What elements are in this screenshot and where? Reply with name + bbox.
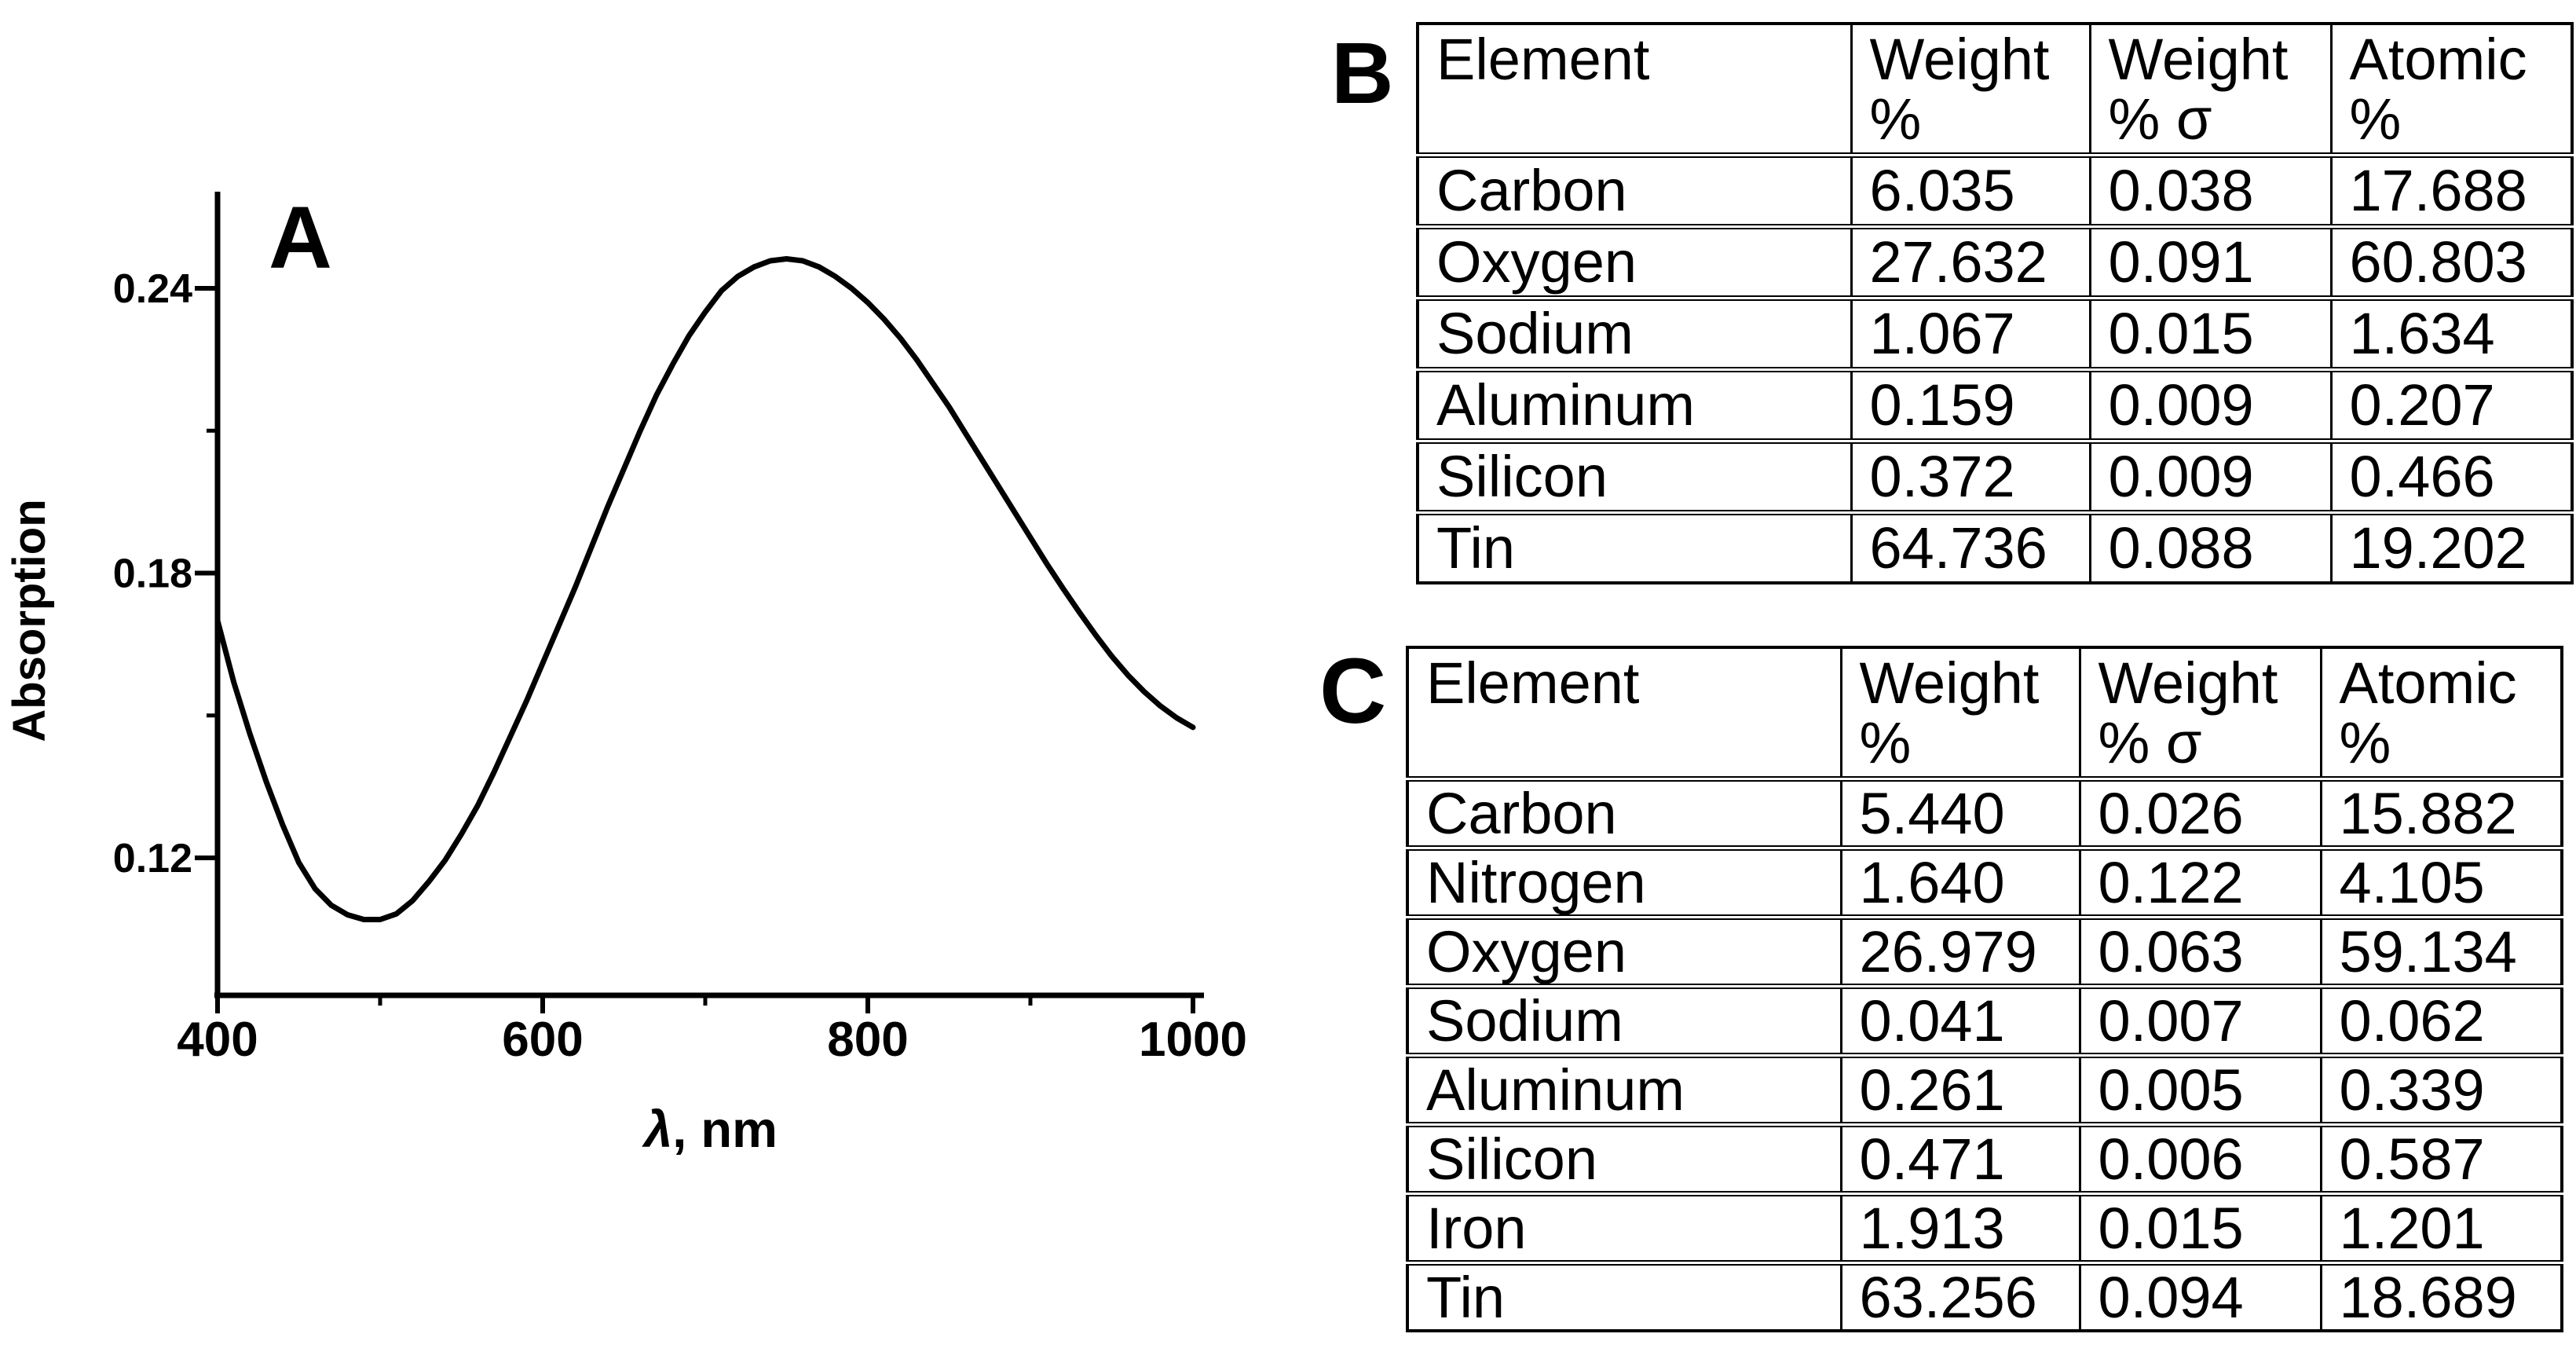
table-cell: Iron	[1406, 1193, 1842, 1266]
table-row: Sodium 0.041 0.007 0.062	[1406, 985, 2563, 1058]
table-cell: Oxygen	[1406, 916, 1842, 989]
table-cell: Aluminum	[1406, 1054, 1842, 1127]
eds-table-b: Element Weight % Weight % σ Atomic % Carbon 6…	[1416, 22, 2574, 584]
table-cell: 0.041	[1839, 985, 2081, 1058]
column-header: Element	[1416, 22, 1853, 158]
table-cell: 0.009	[2088, 368, 2333, 444]
table-row: Aluminum 0.261 0.005 0.339	[1406, 1054, 2563, 1127]
table-cell: 1.634	[2329, 297, 2574, 372]
table-cell: 5.440	[1839, 778, 2081, 851]
table-cell: Carbon	[1406, 778, 1842, 851]
table-row: Oxygen 26.979 0.063 59.134	[1406, 916, 2563, 989]
table-cell: 0.026	[2078, 778, 2322, 851]
table-cell: 64.736	[1850, 511, 2091, 584]
table-row: Iron 1.913 0.015 1.201	[1406, 1193, 2563, 1266]
table-cell: Oxygen	[1416, 225, 1853, 301]
panel-a-label: A	[269, 189, 332, 287]
table-cell: 18.689	[2319, 1262, 2563, 1332]
table-cell: 1.640	[1839, 847, 2081, 920]
table-cell: Sodium	[1406, 985, 1842, 1058]
table-cell: 0.038	[2088, 154, 2333, 229]
table-row: Tin 64.736 0.088 19.202	[1416, 511, 2574, 584]
x-axis-label: λ, nm	[642, 1101, 778, 1158]
column-header: Atomic %	[2319, 646, 2563, 782]
panel-b-label: B	[1331, 25, 1394, 122]
table-row: Silicon 0.372 0.009 0.466	[1416, 440, 2574, 515]
table-cell: 0.006	[2078, 1123, 2322, 1196]
table-cell: 0.122	[2078, 847, 2322, 920]
table-cell: 0.007	[2078, 985, 2322, 1058]
column-header: Weight %	[1850, 22, 2091, 158]
table-row: Silicon 0.471 0.006 0.587	[1406, 1123, 2563, 1196]
table-cell: 0.094	[2078, 1262, 2322, 1332]
table-cell: 0.587	[2319, 1123, 2563, 1196]
table-cell: 59.134	[2319, 916, 2563, 989]
table-cell: 63.256	[1839, 1262, 2081, 1332]
eds-table-c: Element Weight % Weight % σ Atomic % Carbon 5…	[1406, 646, 2563, 1332]
table-cell: 0.015	[2078, 1193, 2322, 1266]
y-axis-label: Absorption	[4, 499, 55, 742]
table-cell: 0.009	[2088, 440, 2333, 515]
table-cell: 1.067	[1850, 297, 2091, 372]
absorption-spectrum-chart: 400 600 800 1000 0.24 0.18 0.12 Absorption λ, nm	[4, 192, 1247, 1158]
table-cell: 27.632	[1850, 225, 2091, 301]
table-cell: 1.913	[1839, 1193, 2081, 1266]
table-cell: 0.339	[2319, 1054, 2563, 1127]
column-header: Weight % σ	[2088, 22, 2333, 158]
table-cell: 0.062	[2319, 985, 2563, 1058]
table-cell: 0.005	[2078, 1054, 2322, 1127]
table-cell: 0.063	[2078, 916, 2322, 989]
table-cell: 0.091	[2088, 225, 2333, 301]
table-cell: 60.803	[2329, 225, 2574, 301]
table-header-row: Element Weight % Weight % σ Atomic %	[1416, 22, 2574, 158]
table-cell: Aluminum	[1416, 368, 1853, 444]
table-cell: 15.882	[2319, 778, 2563, 851]
table-cell: 0.372	[1850, 440, 2091, 515]
table-row: Carbon 6.035 0.038 17.688	[1416, 154, 2574, 229]
x-tick-label: 1000	[1139, 1013, 1247, 1067]
column-header: Weight % σ	[2078, 646, 2322, 782]
table-cell: 19.202	[2329, 511, 2574, 584]
table-cell: Silicon	[1406, 1123, 1842, 1196]
table-cell: 17.688	[2329, 154, 2574, 229]
y-tick-label: 0.12	[113, 836, 192, 881]
table-cell: 0.088	[2088, 511, 2333, 584]
y-tick-label: 0.18	[113, 551, 192, 597]
table-cell: Tin	[1416, 511, 1853, 584]
table-row: Oxygen 27.632 0.091 60.803	[1416, 225, 2574, 301]
column-header: Atomic %	[2329, 22, 2574, 158]
table-cell: Carbon	[1416, 154, 1853, 229]
table-cell: 0.207	[2329, 368, 2574, 444]
table-cell: 26.979	[1839, 916, 2081, 989]
table-cell: 0.015	[2088, 297, 2333, 372]
table-cell: 0.471	[1839, 1123, 2081, 1196]
spectrum-curve	[214, 256, 1196, 922]
panel-c-label: C	[1319, 639, 1387, 743]
x-tick-label: 400	[177, 1013, 258, 1067]
table-row: Nitrogen 1.640 0.122 4.105	[1406, 847, 2563, 920]
table-cell: Silicon	[1416, 440, 1853, 515]
table-row: Carbon 5.440 0.026 15.882	[1406, 778, 2563, 851]
x-tick-label: 800	[827, 1013, 908, 1067]
table-cell: 6.035	[1850, 154, 2091, 229]
y-tick-label: 0.24	[113, 266, 192, 312]
table-cell: 0.261	[1839, 1054, 2081, 1127]
table-cell: Nitrogen	[1406, 847, 1842, 920]
table-cell: 4.105	[2319, 847, 2563, 920]
table-cell: 0.159	[1850, 368, 2091, 444]
table-cell: 1.201	[2319, 1193, 2563, 1266]
table-row: Sodium 1.067 0.015 1.634	[1416, 297, 2574, 372]
table-row: Tin 63.256 0.094 18.689	[1406, 1262, 2563, 1332]
x-tick-label: 600	[502, 1013, 583, 1067]
table-cell: Tin	[1406, 1262, 1842, 1332]
table-cell: 0.466	[2329, 440, 2574, 515]
column-header: Weight %	[1839, 646, 2081, 782]
column-header: Element	[1406, 646, 1842, 782]
table-row: Aluminum 0.159 0.009 0.207	[1416, 368, 2574, 444]
table-cell: Sodium	[1416, 297, 1853, 372]
table-header-row: Element Weight % Weight % σ Atomic %	[1406, 646, 2563, 782]
